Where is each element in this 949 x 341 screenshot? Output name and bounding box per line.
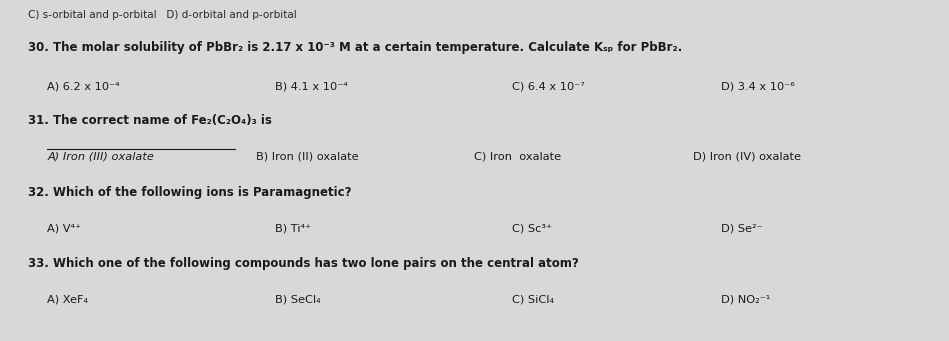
Text: B) 4.1 x 10⁻⁴: B) 4.1 x 10⁻⁴ bbox=[275, 82, 348, 92]
Text: 33. Which one of the following compounds has two lone pairs on the central atom?: 33. Which one of the following compounds… bbox=[28, 257, 579, 270]
Text: D) NO₂⁻¹: D) NO₂⁻¹ bbox=[721, 295, 771, 305]
Text: C) s-orbital and p-orbital   D) d-orbital and p-orbital: C) s-orbital and p-orbital D) d-orbital … bbox=[28, 10, 297, 20]
Text: D) Se²⁻: D) Se²⁻ bbox=[721, 223, 763, 233]
Text: C) 6.4 x 10⁻⁷: C) 6.4 x 10⁻⁷ bbox=[512, 82, 586, 92]
Text: A) 6.2 x 10⁻⁴: A) 6.2 x 10⁻⁴ bbox=[47, 82, 121, 92]
Text: B) Ti⁴⁺: B) Ti⁴⁺ bbox=[275, 223, 311, 233]
Text: C) Iron  oxalate: C) Iron oxalate bbox=[474, 152, 562, 162]
Text: 31. The correct name of Fe₂(C₂O₄)₃ is: 31. The correct name of Fe₂(C₂O₄)₃ is bbox=[28, 114, 272, 127]
Text: 30. The molar solubility of PbBr₂ is 2.17 x 10⁻³ M at a certain temperature. Cal: 30. The molar solubility of PbBr₂ is 2.1… bbox=[28, 41, 682, 54]
Text: A) XeF₄: A) XeF₄ bbox=[47, 295, 88, 305]
Text: D) 3.4 x 10⁻⁶: D) 3.4 x 10⁻⁶ bbox=[721, 82, 795, 92]
Text: B) Iron (II) oxalate: B) Iron (II) oxalate bbox=[256, 152, 359, 162]
Text: A) V⁴⁺: A) V⁴⁺ bbox=[47, 223, 82, 233]
Text: B) SeCl₄: B) SeCl₄ bbox=[275, 295, 321, 305]
Text: A) Iron (III) oxalate: A) Iron (III) oxalate bbox=[47, 152, 155, 162]
Text: D) Iron (IV) oxalate: D) Iron (IV) oxalate bbox=[693, 152, 801, 162]
Text: C) Sc³⁺: C) Sc³⁺ bbox=[512, 223, 552, 233]
Text: C) SiCl₄: C) SiCl₄ bbox=[512, 295, 554, 305]
Text: 32. Which of the following ions is Paramagnetic?: 32. Which of the following ions is Param… bbox=[28, 186, 352, 199]
